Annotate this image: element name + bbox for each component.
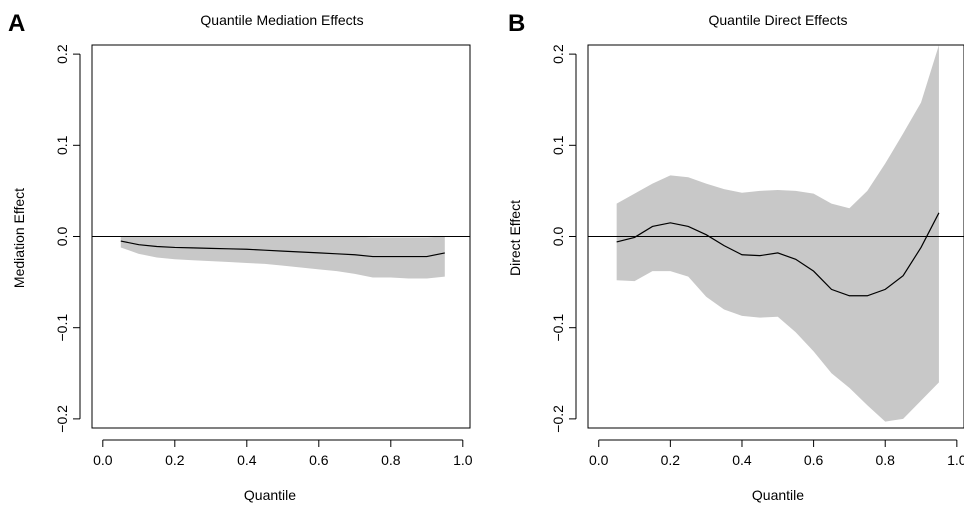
panel-b-x-tick-label: 0.8 <box>875 452 895 468</box>
panel-b-plot-frame <box>587 44 964 429</box>
panel-a-plot-frame <box>91 44 471 429</box>
panel-b-letter: B <box>508 10 525 37</box>
panel-a-y-tick-label: −0.1 <box>54 314 70 342</box>
panel-b-plot-area: 0.0 0.2 0.4 0.6 0.8 1.0 −0.2 −0.1 0.0 0.1 0.2 <box>550 44 964 468</box>
panel-a-x-tick-label: 0.6 <box>309 452 329 468</box>
panel-a-title: Quantile Mediation Effects <box>200 12 363 28</box>
panel-a-estimate-line <box>120 240 445 258</box>
panel-b-title: Quantile Direct Effects <box>708 12 847 28</box>
panel-b-x-tick-label: 0.4 <box>732 452 752 468</box>
panel-a-y-tick-label: 0.0 <box>54 227 70 247</box>
panel-b-x-tick-label: 0.2 <box>661 452 681 468</box>
panel-b-x-tick-label: 0.6 <box>804 452 824 468</box>
panel-a-letter: A <box>8 10 25 37</box>
panel-a-y-axis-label: Mediation Effect <box>11 188 27 288</box>
panel-b-y-tick-label: −0.1 <box>550 314 566 342</box>
panel-b-x-axis-label: Quantile <box>752 487 804 503</box>
panel-b-estimate-line <box>616 212 940 297</box>
panel-a: A Quantile Mediation Effects Quantile Me… <box>8 10 473 503</box>
panel-b-y-tick-label: −0.2 <box>550 405 566 433</box>
panel-a-x-tick-label: 0.4 <box>237 452 257 468</box>
panel-b-y-tick-label: 0.0 <box>550 227 566 247</box>
panel-b-x-tick-label: 0.0 <box>589 452 609 468</box>
panel-b: B Quantile Direct Effects Quantile Direc… <box>507 10 964 503</box>
panel-b-confidence-band <box>616 45 939 422</box>
panel-a-x-tick-label: 0.2 <box>165 452 185 468</box>
panel-a-x-axis-label: Quantile <box>244 487 296 503</box>
panel-a-y-tick-label: 0.2 <box>54 44 70 64</box>
panel-a-confidence-band <box>120 236 445 279</box>
panel-a-x-tick-label: 0.8 <box>381 452 401 468</box>
panel-b-y-tick-label: 0.2 <box>550 44 566 64</box>
panel-a-x-tick-label: 1.0 <box>453 452 473 468</box>
panel-a-plot-area: 0.0 0.2 0.4 0.6 0.8 1.0 −0.2 −0.1 0.0 0.1 0.2 <box>54 44 473 468</box>
panel-b-y-axis-label: Direct Effect <box>507 200 523 276</box>
panel-b-x-tick-label: 1.0 <box>947 452 964 468</box>
panel-a-y-tick-label: 0.1 <box>54 135 70 155</box>
panel-b-y-tick-label: 0.1 <box>550 135 566 155</box>
panel-a-y-tick-label: −0.2 <box>54 405 70 433</box>
panel-a-x-tick-label: 0.0 <box>93 452 113 468</box>
